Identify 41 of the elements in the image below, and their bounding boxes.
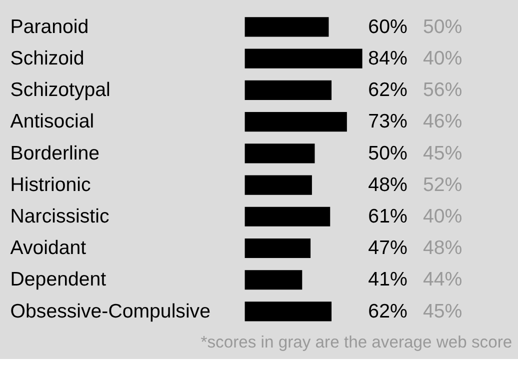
text: 40% [423, 206, 462, 228]
text: 44% [423, 268, 462, 291]
bar [244, 112, 347, 132]
text: 48% [423, 237, 462, 260]
data-label: 47% [368, 237, 408, 260]
text: 46% [423, 110, 462, 133]
bar [244, 206, 330, 226]
data-label: 84% [368, 47, 408, 70]
data-label: 60% [368, 16, 408, 38]
text: 45% [423, 300, 462, 322]
bar [244, 270, 302, 290]
y-tick-label: Avoidant [10, 237, 87, 260]
text: 40% [423, 47, 462, 70]
data-label: 48% [368, 174, 408, 196]
y-tick-label: Dependent [10, 268, 107, 291]
y-tick-label: Paranoid [10, 16, 89, 38]
text: 50% [423, 16, 462, 38]
y-tick-label: Narcissistic [10, 206, 110, 228]
data-label: 61% [368, 206, 408, 228]
bar [244, 144, 315, 164]
data-label: 62% [368, 79, 408, 102]
bar [244, 302, 332, 322]
bar [244, 17, 329, 37]
text: 56% [423, 79, 462, 102]
data-label: 73% [368, 110, 408, 133]
bar [244, 48, 362, 68]
y-tick-label: Histrionic [10, 174, 91, 196]
y-tick-label: Borderline [10, 142, 100, 164]
y-tick-label: Obsessive-Compulsive [10, 300, 211, 322]
text: *scores in gray are the average web score [200, 332, 512, 352]
y-tick-label: Antisocial [10, 110, 94, 133]
text: 45% [423, 142, 462, 164]
data-label: 41% [368, 268, 408, 291]
text: 52% [423, 174, 462, 196]
bar [244, 238, 311, 258]
y-tick-label: Schizotypal [10, 79, 110, 102]
data-label: 50% [368, 142, 408, 164]
y-tick-label: Schizoid [10, 47, 84, 70]
bar [244, 80, 332, 100]
bar [244, 175, 312, 195]
data-label: 62% [368, 300, 408, 322]
